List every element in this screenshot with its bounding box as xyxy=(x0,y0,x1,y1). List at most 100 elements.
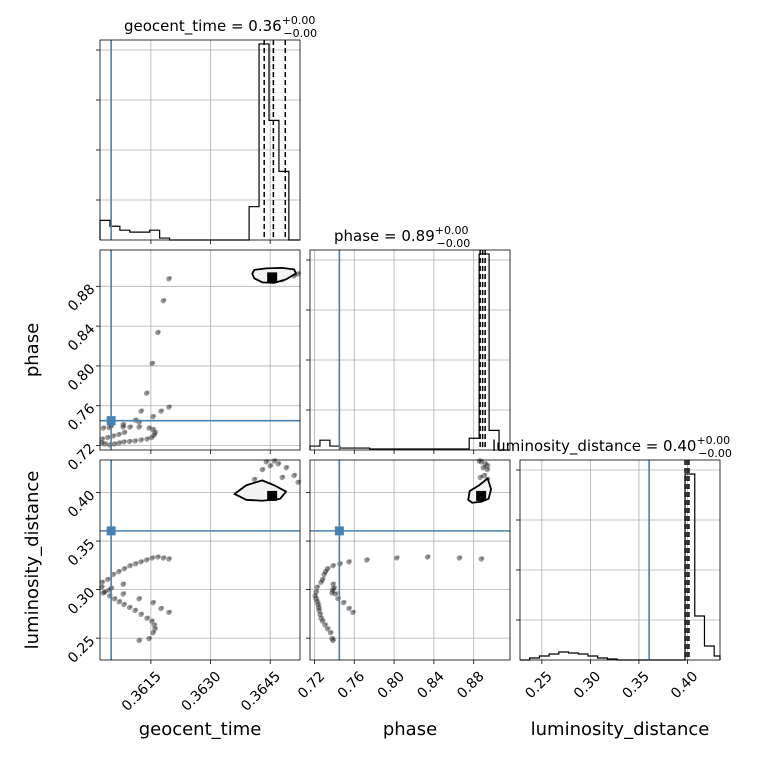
sample-point xyxy=(152,630,157,634)
sample-point xyxy=(101,579,106,584)
y-axis-label-phase: phase xyxy=(22,323,43,377)
sample-point xyxy=(484,467,490,473)
x-tick-label-luminosity_distance: 0.35 xyxy=(619,669,652,702)
sample-point xyxy=(146,636,152,642)
sample-point xyxy=(158,408,164,414)
sample-point xyxy=(424,554,431,560)
sample-point xyxy=(134,438,139,442)
sample-point xyxy=(427,554,431,558)
sample-point xyxy=(122,591,127,595)
sample-point xyxy=(127,563,133,569)
sample-point xyxy=(168,556,173,560)
sample-point xyxy=(318,607,323,612)
sample-point xyxy=(120,581,126,587)
x-tick-label-phase: 0.80 xyxy=(375,669,408,702)
sample-point xyxy=(253,476,258,481)
sample-point xyxy=(259,467,265,473)
sample-point xyxy=(168,609,173,614)
sample-point xyxy=(330,563,336,569)
sample-point xyxy=(126,438,133,445)
sample-point xyxy=(123,601,128,606)
sample-point xyxy=(312,593,318,599)
x-tick-label-phase: 0.72 xyxy=(295,669,328,702)
sample-point xyxy=(348,605,353,610)
sample-point xyxy=(327,630,333,636)
sample-point xyxy=(295,271,301,277)
sample-point xyxy=(166,609,172,616)
sample-point xyxy=(324,626,331,632)
sample-point xyxy=(263,459,269,465)
sample-point xyxy=(275,461,281,467)
sample-point xyxy=(153,622,158,626)
sample-point xyxy=(350,609,356,616)
x-tick-label-phase: 0.88 xyxy=(454,669,487,702)
x-axis-label-luminosity_distance: luminosity_distance xyxy=(531,719,710,740)
sample-point xyxy=(143,390,150,396)
sample-point xyxy=(318,579,324,585)
sample-point xyxy=(121,602,127,608)
sample-point xyxy=(146,436,151,440)
sample-point xyxy=(313,589,319,595)
sample-point xyxy=(144,436,150,442)
sample-point xyxy=(329,590,335,596)
sample-point xyxy=(157,554,161,558)
sample-point xyxy=(162,555,167,559)
sample-point xyxy=(151,432,157,438)
sample-point xyxy=(162,297,167,302)
sample-point xyxy=(315,589,320,593)
sample-point xyxy=(123,565,128,570)
x-tick-label-geocent_time: 0.3615 xyxy=(119,669,165,715)
sample-point xyxy=(138,408,144,414)
sample-point xyxy=(121,429,127,436)
sample-point xyxy=(314,584,320,590)
sample-point xyxy=(104,576,111,583)
sample-point xyxy=(315,602,321,608)
sample-point xyxy=(315,604,322,611)
sample-point xyxy=(143,557,150,563)
sample-point xyxy=(155,329,161,336)
sample-point xyxy=(140,408,145,412)
sample-point xyxy=(151,622,157,628)
sample-point xyxy=(321,571,327,578)
sample-point xyxy=(138,637,143,642)
truth-marker xyxy=(106,416,116,426)
sample-point xyxy=(153,432,158,436)
title-luminosity_distance: luminosity_distance = 0.40+0.00 −0.00 xyxy=(492,434,732,460)
sample-point xyxy=(151,618,155,622)
panel-hist-geocent_time xyxy=(99,39,301,241)
sample-point xyxy=(122,581,127,586)
sample-point xyxy=(331,590,336,594)
sample-point xyxy=(120,424,126,430)
sample-point xyxy=(322,622,328,628)
sample-point xyxy=(318,615,324,621)
sample-point xyxy=(100,590,106,596)
sample-point xyxy=(140,611,145,616)
sample-point xyxy=(136,596,142,602)
sample-point xyxy=(168,404,173,409)
sample-point xyxy=(121,566,127,572)
sample-point xyxy=(320,615,325,620)
sample-point xyxy=(484,461,489,465)
sample-point xyxy=(293,472,298,477)
sample-point xyxy=(129,424,134,428)
sample-point xyxy=(116,440,122,446)
sample-point xyxy=(339,561,344,565)
sample-point xyxy=(269,463,274,467)
sample-point xyxy=(279,474,285,481)
sample-point xyxy=(318,604,322,609)
sample-point xyxy=(479,474,484,479)
sample-point xyxy=(481,472,487,479)
sample-point xyxy=(132,438,138,444)
sample-point xyxy=(150,414,156,420)
sample-point xyxy=(478,556,484,562)
x-tick-label-luminosity_distance: 0.30 xyxy=(571,669,604,702)
sample-point xyxy=(157,329,161,334)
sample-point xyxy=(100,425,106,431)
y-tick-label-phase: 0.76 xyxy=(65,401,98,434)
sample-point xyxy=(322,576,326,581)
sample-point xyxy=(327,565,331,570)
title-lower-error: −0.00 xyxy=(698,447,732,460)
sample-point xyxy=(332,591,338,597)
sample-point xyxy=(111,596,117,602)
sample-point xyxy=(154,626,159,630)
